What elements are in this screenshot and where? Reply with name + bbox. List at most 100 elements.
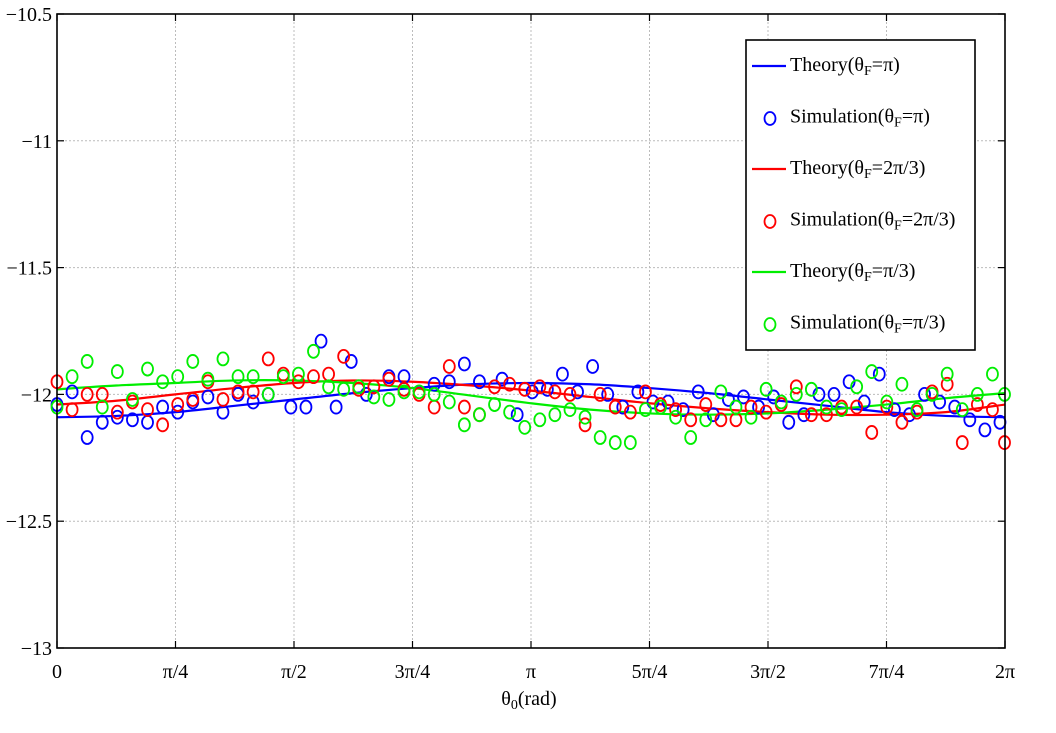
simulation-point	[986, 402, 999, 418]
simulation-point	[65, 384, 79, 400]
x-axis-label: θ0(rad)	[501, 688, 556, 713]
simulation-point	[246, 384, 260, 400]
simulation-point	[895, 414, 909, 430]
simulation-point	[329, 399, 343, 415]
simulation-point	[141, 361, 154, 377]
simulation-point	[540, 381, 554, 397]
simulation-point	[669, 409, 683, 425]
simulation-point	[457, 417, 471, 433]
simulation-point	[737, 389, 750, 405]
simulation-point	[171, 369, 185, 385]
simulation-point	[918, 386, 931, 402]
simulation-point	[684, 412, 698, 428]
simulation-point	[367, 379, 381, 395]
simulation-point	[533, 412, 547, 428]
legend-marker-swatch	[763, 317, 777, 332]
simulation-point	[744, 399, 758, 415]
simulation-point	[284, 399, 298, 415]
simulation-point	[654, 399, 667, 415]
simulation-point	[714, 412, 728, 428]
simulation-point	[231, 369, 245, 385]
simulation-point	[488, 397, 501, 412]
simulation-point	[827, 386, 841, 402]
simulation-point	[601, 386, 615, 402]
simulation-point	[110, 364, 124, 379]
simulation-point	[563, 402, 577, 418]
simulation-point	[578, 417, 592, 433]
simulation-point	[292, 366, 305, 382]
simulation-point	[759, 404, 773, 420]
simulation-point	[80, 386, 94, 402]
simulation-point	[201, 371, 215, 387]
simulation-point	[759, 381, 773, 397]
x-axis-title: θ0(rad)	[501, 688, 556, 713]
simulation-point	[865, 425, 879, 440]
simulation-point	[299, 399, 313, 415]
simulation-point	[427, 399, 441, 415]
x-tick-label: π/2	[281, 661, 307, 683]
simulation-point	[872, 366, 886, 382]
simulation-point	[970, 397, 984, 412]
simulation-point	[457, 399, 471, 415]
simulation-point	[639, 384, 652, 400]
simulation-point	[95, 399, 109, 415]
simulation-point	[729, 399, 743, 415]
simulation-point	[186, 392, 200, 407]
simulation-point	[744, 409, 758, 425]
simulation-point	[292, 374, 305, 390]
simulation-point	[488, 379, 501, 395]
simulation-point	[231, 384, 245, 400]
x-tick-label: 2π	[995, 661, 1015, 683]
simulation-point	[804, 407, 818, 423]
simulation-point	[65, 369, 79, 385]
legend: Theory(θF=π) Simulation(θF=π) Theory(θF=2π…	[745, 39, 976, 351]
simulation-point	[261, 386, 275, 402]
simulation-point	[963, 412, 977, 428]
simulation-point	[126, 412, 139, 428]
legend-label: Theory(θF=π)	[790, 54, 900, 79]
simulation-point	[865, 364, 879, 379]
simulation-point	[804, 381, 818, 397]
simulation-point	[518, 419, 532, 435]
simulation-point	[789, 379, 803, 395]
x-tick-label: 3π/4	[395, 661, 431, 683]
simulation-point	[631, 384, 645, 400]
simulation-point	[427, 386, 441, 402]
simulation-point	[442, 374, 456, 390]
x-tick-label: π/4	[163, 661, 189, 683]
simulation-point	[307, 343, 320, 359]
simulation-point	[473, 407, 486, 423]
simulation-point	[314, 333, 328, 349]
label-layer: 0 π/4 π/2 3π/4 π 5π/4 3π/2 7π/4 2π −10.5 −11 −11.5 −…	[6, 4, 1015, 683]
simulation-point	[457, 356, 471, 372]
simulation-point	[80, 430, 94, 445]
simulation-point	[352, 379, 366, 395]
simulation-point	[639, 402, 652, 418]
simulation-point	[548, 384, 562, 400]
simulation-point	[503, 376, 517, 392]
simulation-point	[216, 351, 230, 367]
simulation-point	[586, 359, 600, 374]
simulation-point	[684, 430, 698, 445]
simulation-point	[382, 392, 396, 407]
simulation-point	[276, 369, 290, 385]
legend-label: Simulation(θF=2π/3)	[790, 209, 955, 234]
simulation-point	[880, 394, 894, 410]
simulation-point	[774, 394, 788, 410]
simulation-point	[397, 384, 411, 400]
simulation-point	[367, 389, 381, 405]
legend-label: Theory(θF=π/3)	[790, 260, 915, 285]
simulation-point	[940, 366, 954, 382]
theory-curve	[56, 379, 1006, 416]
simulation-point	[593, 386, 607, 402]
simulation-point	[699, 412, 713, 428]
simulation-point	[970, 386, 984, 402]
simulation-point	[141, 414, 154, 430]
simulation-point	[382, 371, 396, 387]
simulation-point	[510, 407, 524, 423]
simulation-point	[714, 384, 728, 400]
simulation-point	[126, 392, 139, 407]
simulation-point	[910, 402, 924, 418]
legend-label: Simulation(θF=π/3)	[790, 312, 945, 337]
